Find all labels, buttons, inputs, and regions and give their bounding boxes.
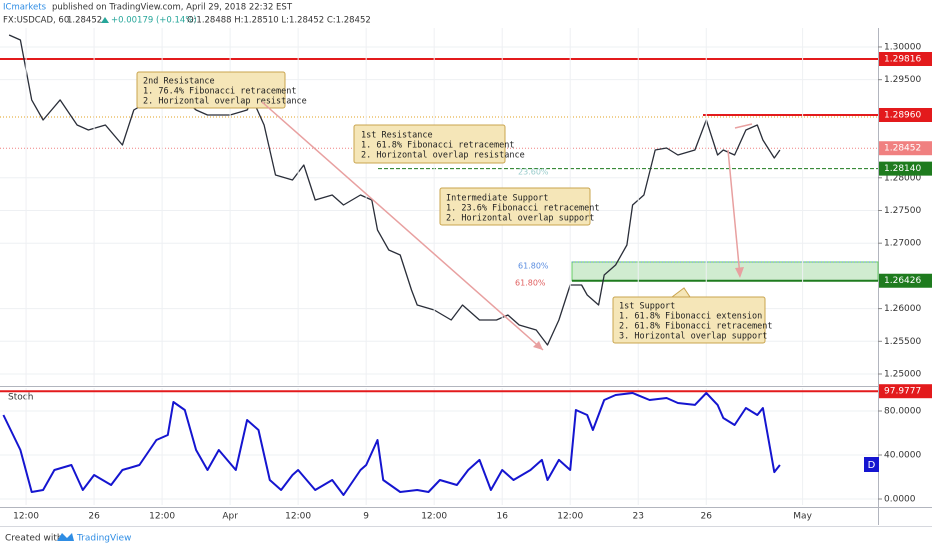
annotation-line: 2. 61.8% Fibonacci retracement	[619, 322, 773, 332]
x-tick-label: 12:00	[13, 512, 39, 522]
annotation-line: 1. 61.8% Fibonacci retracement	[361, 141, 515, 151]
annotation-line: 1. 76.4% Fibonacci retracement	[143, 87, 297, 97]
level-label-bg	[879, 161, 932, 176]
level-label: 1.28140	[884, 164, 921, 174]
y-tick-label: 1.29500	[884, 75, 921, 85]
annotation-line: 3. Horizontal overlap support	[619, 332, 767, 342]
x-tick-label: 12:00	[421, 512, 447, 522]
annotation: Intermediate Support 1. 23.6% Fibonacci …	[439, 187, 600, 226]
x-tick-label: May	[793, 512, 812, 522]
logo	[57, 533, 74, 541]
y-tick-label: 1.26000	[884, 304, 921, 314]
badge-label[interactable]: D	[868, 460, 876, 471]
x-tick-label: 12:00	[149, 512, 175, 522]
y-tick-label: 40.0000	[884, 450, 921, 460]
annotation-title: 1st Support	[619, 302, 675, 312]
y-tick-label: 1.27500	[884, 206, 921, 216]
annotation-title: 2nd Resistance	[143, 77, 215, 87]
up-arrow	[101, 17, 109, 23]
level-label-bg	[879, 107, 932, 122]
annotation-title: Intermediate Support	[446, 194, 548, 204]
x-tick-label: 9	[363, 512, 369, 522]
x-tick-label: 16	[496, 512, 508, 522]
level-label-bg	[879, 141, 932, 156]
footer-created: Created with	[5, 534, 63, 544]
arrow	[727, 149, 741, 277]
annotation-line: 1. 23.6% Fibonacci retracement	[446, 204, 600, 214]
annotation-line: 2. Horizontal overlap support	[446, 214, 594, 224]
fib-label: 61.80%	[515, 279, 546, 288]
level-label-bg	[879, 273, 932, 288]
x-tick-label: Apr	[222, 512, 238, 522]
y-tick-label: 1.30000	[884, 42, 921, 52]
arrow	[734, 123, 753, 129]
y-tick-label: 1.28000	[884, 173, 921, 183]
x-tick-label: 12:00	[557, 512, 583, 522]
level-label: 1.26426	[884, 276, 921, 286]
y-tick-label: 1.27000	[884, 239, 921, 249]
y-tick-label: 1.25500	[884, 337, 921, 347]
indicator-title: Stoch	[8, 393, 33, 403]
level-label: 97.9777	[884, 387, 921, 397]
symbol: FX:USDCAD, 60	[3, 16, 69, 26]
published: published on TradingView.com, April 29, …	[52, 3, 293, 13]
level-label-bg	[879, 52, 932, 67]
x-tick-label: 26	[701, 512, 713, 522]
annotation: 2nd Resistance 1. 76.4% Fibonacci retrac…	[136, 71, 307, 109]
annotation: 1st Resistance 1. 61.8% Fibonacci retrac…	[353, 124, 525, 164]
change: +0.00179 (+0.14%)	[111, 16, 197, 26]
y-tick-label: 80.0000	[884, 406, 921, 416]
badge[interactable]	[864, 457, 879, 472]
last-price: 1.28452	[67, 16, 102, 26]
y-tick-label: 1.25000	[884, 370, 921, 380]
y-tick-label: 0.0000	[884, 495, 916, 505]
series-line	[2, 392, 781, 496]
level-label-bg	[879, 384, 932, 399]
x-tick-label: 12:00	[285, 512, 311, 522]
publisher[interactable]: ICmarkets	[3, 3, 47, 13]
arrow-head	[735, 267, 744, 278]
fib-label: 23.60%	[518, 168, 549, 177]
level-label: 1.28960	[884, 110, 921, 120]
annotation-line: 2. Horizontal overlap resistance	[361, 151, 525, 161]
fib-label: 61.80%	[518, 262, 549, 271]
level-label: 1.28452	[884, 144, 921, 154]
ohlc: O:1.28488 H:1.28510 L:1.28452 C:1.28452	[187, 16, 371, 26]
footer-brand[interactable]: TradingView	[76, 534, 131, 544]
annotation-line: 2. Horizontal overlap resistance	[143, 97, 307, 107]
zone	[571, 261, 879, 282]
x-tick-label: 26	[88, 512, 100, 522]
x-tick-label: 23	[633, 512, 644, 522]
arrow-head	[533, 341, 543, 350]
annotation: 1st Support 1. 61.8% Fibonacci extension…	[612, 287, 773, 344]
arrow	[261, 101, 544, 351]
level-label: 1.29816	[884, 55, 921, 65]
annotation-line: 1. 61.8% Fibonacci extension	[619, 312, 762, 322]
annotation-title: 1st Resistance	[361, 131, 433, 141]
